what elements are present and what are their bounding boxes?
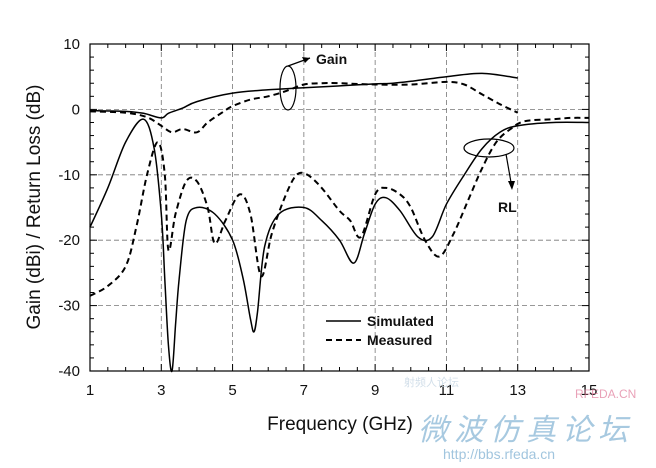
y-axis-title: Gain (dBi) / Return Loss (dB) — [24, 85, 45, 330]
legend: Simulated Measured — [326, 313, 434, 348]
watermark: 射频人论坛 RFEDA.CN 微波仿真论坛 http://bbs.rfeda.c… — [404, 375, 636, 462]
legend-measured-label: Measured — [367, 332, 432, 348]
gain-arrowhead — [302, 57, 310, 63]
rl-arrowhead — [508, 181, 515, 190]
y-tick-label: -30 — [58, 298, 80, 315]
x-tick-label: 9 — [371, 382, 379, 399]
y-tick-label: -20 — [58, 232, 80, 249]
x-tick-label: 1 — [86, 382, 94, 399]
series-line-simulated-rl — [89, 118, 590, 373]
series-line-simulated-gain — [89, 72, 518, 119]
x-tick-label: 7 — [300, 382, 308, 399]
ticks — [89, 43, 590, 372]
y-tick-label: 0 — [72, 101, 80, 118]
gain-annotation: Gain — [279, 51, 347, 111]
y-tick-label: -40 — [58, 363, 80, 380]
x-tick-label: 13 — [509, 382, 526, 399]
x-tick-label: 3 — [157, 382, 165, 399]
gain-label: Gain — [316, 51, 347, 67]
watermark-small-text: 射频人论坛 — [404, 375, 459, 389]
series-line-measured-gain — [89, 80, 519, 134]
rl-label: RL — [498, 199, 517, 215]
rl-annotation: RL — [463, 138, 517, 215]
y-tick-label: 10 — [63, 36, 80, 53]
grid — [90, 44, 589, 371]
plot-frame — [89, 43, 590, 372]
x-tick-label: 11 — [439, 382, 455, 399]
watermark-logo: RFEDA.CN — [575, 387, 636, 401]
watermark-chinese: 微波仿真论坛 — [418, 413, 634, 448]
x-axis-title: Frequency (GHz) — [267, 414, 413, 435]
series-layer — [89, 72, 590, 373]
rl-ellipse — [463, 138, 515, 158]
legend-simulated-label: Simulated — [367, 313, 434, 329]
watermark-url: http://bbs.rfeda.cn — [443, 446, 555, 462]
x-tick-label: 15 — [581, 382, 598, 399]
y-tick-label: -10 — [58, 167, 80, 184]
series-line-measured-rl — [89, 116, 590, 297]
x-tick-label: 5 — [228, 382, 236, 399]
